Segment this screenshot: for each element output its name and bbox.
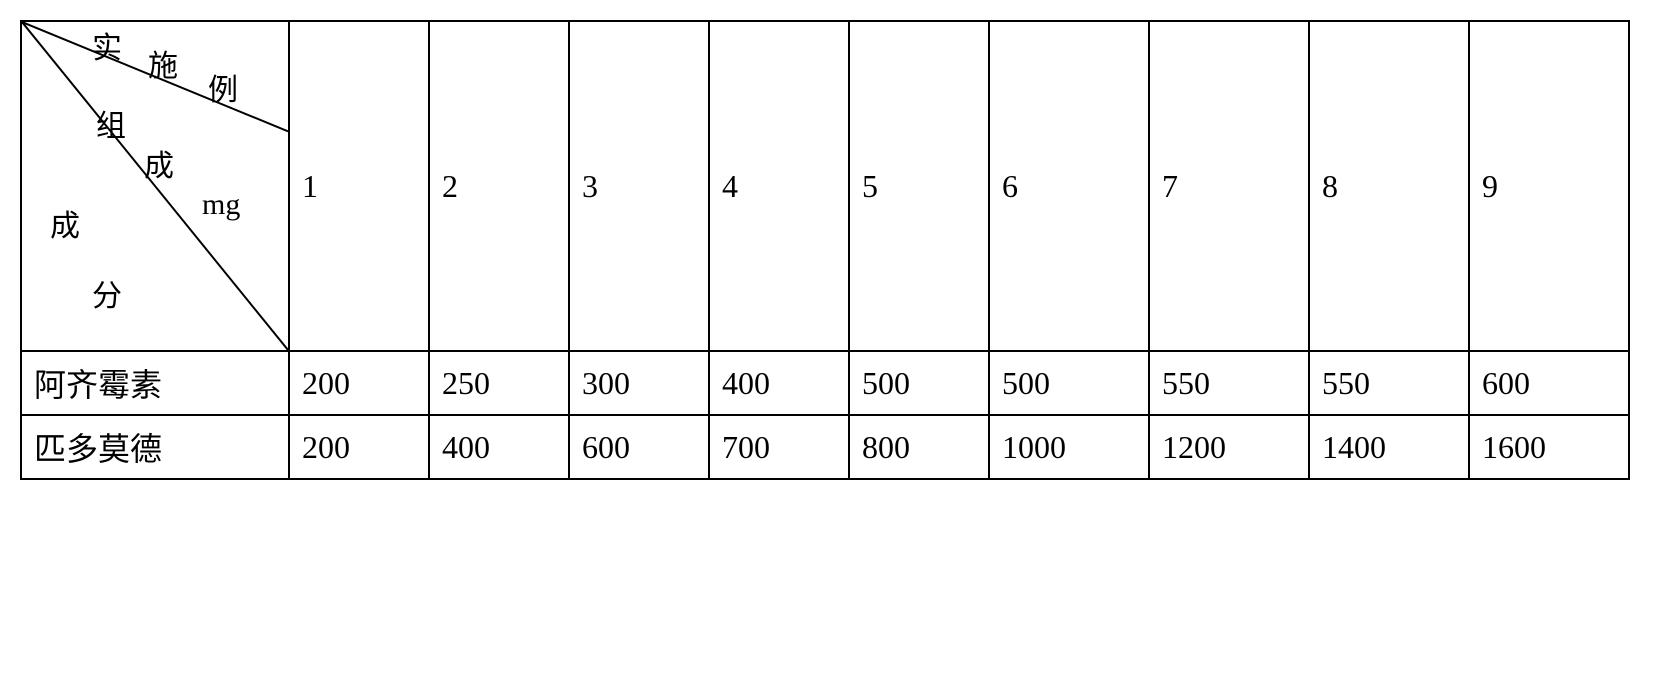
table-row: 阿齐霉素 200 250 300 400 500 500 550 550 600 [21, 351, 1629, 415]
table-cell: 800 [849, 415, 989, 479]
table-cell: 500 [849, 351, 989, 415]
table-cell: 200 [289, 415, 429, 479]
table-cell: 1600 [1469, 415, 1629, 479]
col-header: 7 [1149, 21, 1309, 351]
table-cell: 700 [709, 415, 849, 479]
col-header: 6 [989, 21, 1149, 351]
header-top-char-2: 施 [148, 52, 178, 82]
header-bot-char-1: 成 [50, 212, 80, 242]
header-mid-char-3: mg [202, 190, 240, 220]
col-header: 8 [1309, 21, 1469, 351]
header-top-char-3: 例 [208, 76, 238, 106]
table-cell: 550 [1149, 351, 1309, 415]
header-bot-char-2: 分 [92, 282, 122, 312]
header-mid-char-1: 组 [96, 112, 126, 142]
col-header: 1 [289, 21, 429, 351]
row-label: 阿齐霉素 [21, 351, 289, 415]
table-cell: 250 [429, 351, 569, 415]
col-header: 3 [569, 21, 709, 351]
table-cell: 300 [569, 351, 709, 415]
table-cell: 400 [429, 415, 569, 479]
table-cell: 1000 [989, 415, 1149, 479]
composition-table: 实 施 例 组 成 mg 成 分 1 2 3 4 5 6 7 8 9 阿齐霉素 … [20, 20, 1630, 480]
col-header: 2 [429, 21, 569, 351]
table-cell: 600 [569, 415, 709, 479]
table-cell: 550 [1309, 351, 1469, 415]
table-cell: 400 [709, 351, 849, 415]
col-header: 9 [1469, 21, 1629, 351]
column-header-row: 实 施 例 组 成 mg 成 分 1 2 3 4 5 6 7 8 9 [21, 21, 1629, 351]
row-label: 匹多莫德 [21, 415, 289, 479]
table-cell: 1400 [1309, 415, 1469, 479]
header-top-char-1: 实 [92, 34, 122, 64]
table-cell: 200 [289, 351, 429, 415]
header-mid-char-2: 成 [144, 152, 174, 182]
col-header: 4 [709, 21, 849, 351]
diagonal-header-cell: 实 施 例 组 成 mg 成 分 [21, 21, 289, 351]
table-cell: 600 [1469, 351, 1629, 415]
table-row: 匹多莫德 200 400 600 700 800 1000 1200 1400 … [21, 415, 1629, 479]
table-cell: 1200 [1149, 415, 1309, 479]
table-cell: 500 [989, 351, 1149, 415]
col-header: 5 [849, 21, 989, 351]
